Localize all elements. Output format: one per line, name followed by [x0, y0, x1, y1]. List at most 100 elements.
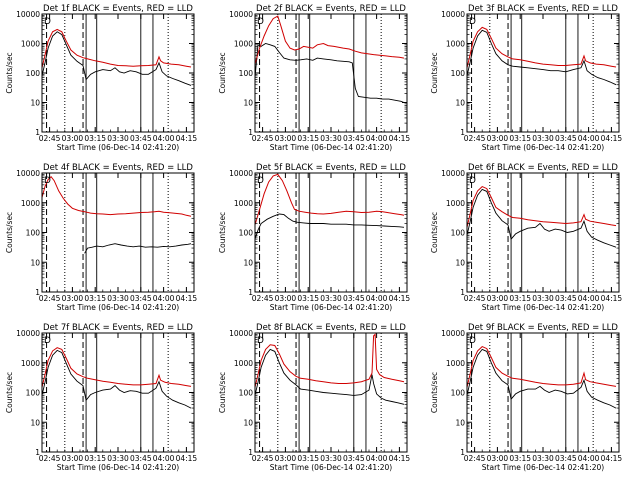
panel-4-x-axis-label: Start Time (06-Dec-14 02:41:20): [57, 303, 179, 312]
panel-6-lld-line: [467, 186, 617, 228]
panel-4-ytick-label: 10000: [16, 169, 40, 178]
panel-1-x-axis-label: Start Time (06-Dec-14 02:41:20): [57, 143, 179, 152]
panel-5-events-line: [255, 213, 405, 240]
panel-7-xtick-label: 03:00: [62, 454, 84, 463]
panel-6-events-line: [467, 188, 617, 248]
panel-2-xtick-label: 03:45: [343, 134, 365, 143]
panel-7-lld-line: [42, 347, 192, 388]
panel-5: Det 5f BLACK = Events, RED = LLDD1101001…: [218, 163, 410, 312]
panel-1-ytick-label: 1: [35, 128, 40, 137]
panel-5-xtick-label: 04:15: [389, 294, 411, 303]
panel-5-xtick-label: 03:45: [343, 294, 365, 303]
panel-9-ytick-label: 100: [451, 389, 466, 398]
panel-4-xtick-label: 03:30: [107, 294, 129, 303]
panel-8-ytick-label: 10: [243, 418, 253, 427]
panel-3-ytick-label: 10000: [441, 10, 465, 19]
panel-8: Det 8f BLACK = Events, RED = LLD D 1 10 100 1…: [218, 323, 410, 472]
panel-6-ytick-label: 10000: [441, 169, 465, 178]
panel-9-y-axis-label: Counts/sec: [430, 372, 439, 413]
panel-2-ytick-label: 100: [239, 69, 254, 78]
panel-3-x-axis: 02:45 03:00 03:15 03:30 03:45 04:00 04:15: [464, 14, 623, 143]
panel-8-ytick-label: 1: [248, 448, 253, 457]
panel-1-xtick-label: 03:45: [130, 134, 152, 143]
panel-9-axes-frame: [466, 332, 620, 453]
panel-5-xtick-label: 04:00: [366, 294, 388, 303]
panel-7-xtick-label: 02:45: [39, 454, 61, 463]
panel-6-y-axis: 1 10 100 1000 10000: [441, 169, 619, 297]
panel-9-xtick-label: 04:15: [601, 454, 623, 463]
panel-1-axes-frame: [41, 13, 195, 133]
panel-8-xtick-label: 03:00: [275, 454, 297, 463]
panel-8-x-axis: 02:45 03:00 03:15 03:30 03:45 04:00 04:15: [252, 333, 410, 463]
panel-1-y-axis-label: Counts/sec: [5, 52, 14, 93]
panel-5-markers: [259, 173, 382, 292]
panel-1-ytick-label: 100: [26, 69, 41, 78]
panel-3-xtick-label: 03:15: [509, 134, 531, 143]
panel-8-title: Det 8f BLACK = Events, RED = LLD: [256, 323, 406, 333]
panel-8-ytick-label: 100: [239, 389, 254, 398]
panel-3-y-axis: 1 10 100 1000 10000: [441, 10, 619, 137]
panel-7-axes-frame: [41, 332, 195, 453]
panel-8-ytick-label: 10000: [229, 329, 253, 338]
panel-9-title: Det 9f BLACK = Events, RED = LLD: [468, 323, 618, 333]
panel-5-xtick-label: 03:15: [297, 294, 319, 303]
panel-4-xtick-label: 03:45: [130, 294, 152, 303]
panel-6-markers: [471, 173, 594, 292]
panel-2-ytick-label: 10000: [229, 10, 253, 19]
panel-3-xtick-label: 04:15: [601, 134, 623, 143]
panel-6-xtick-label: 03:00: [487, 294, 509, 303]
panel-3-x-axis-label: Start Time (06-Dec-14 02:41:20): [482, 143, 604, 152]
panel-3-xtick-label: 04:00: [578, 134, 600, 143]
panel-5-ytick-label: 1000: [234, 199, 253, 208]
panel-9-events-line: [467, 348, 617, 409]
panel-9-markers: [471, 333, 594, 452]
panel-5-x-axis: 02:45 03:00 03:15 03:30 03:45 04:00 04:15: [252, 173, 411, 303]
panel-5-lld-line: [255, 173, 405, 226]
panel-6-xtick-label: 03:30: [532, 294, 554, 303]
panel-9-xtick-label: 03:00: [487, 454, 509, 463]
panel-4-ytick-label: 1000: [21, 199, 40, 208]
panel-2-y-axis: 1 10 100 1000 10000: [229, 10, 407, 137]
panel-3-xtick-label: 03:45: [555, 134, 577, 143]
panel-8-xtick-label: 03:45: [343, 454, 365, 463]
panel-6-corner-label: D: [469, 176, 476, 186]
panel-3-series: [467, 26, 617, 86]
panel-4-xtick-label: 04:00: [153, 294, 175, 303]
panel-3-ytick-label: 100: [451, 69, 466, 78]
panel-1-y-axis: 1 10 100 1000 10000: [16, 10, 194, 137]
panel-7-series: [42, 347, 192, 409]
panel-1-ytick-label: 1000: [21, 40, 40, 49]
panel-1-lld-line: [42, 28, 192, 68]
panel-6-xtick-label: 04:00: [578, 294, 600, 303]
panel-3: Det 3f BLACK = Events, RED = LLDD1101001…: [430, 4, 622, 152]
panel-5-ytick-label: 1: [248, 288, 253, 297]
panel-1-ytick-label: 10: [30, 99, 40, 108]
panel-2-events-line: [255, 43, 405, 103]
panel-5-ytick-label: 10000: [229, 169, 253, 178]
panel-3-xtick-label: 03:00: [487, 134, 509, 143]
panel-4: Det 4f BLACK = Events, RED = LLDD1101001…: [5, 163, 197, 312]
panel-6-title: Det 6f BLACK = Events, RED = LLD: [468, 163, 618, 173]
panel-7-ytick-label: 10: [30, 418, 40, 427]
panel-5-ytick-label: 100: [239, 229, 254, 238]
panel-2-ytick-label: 10: [243, 99, 253, 108]
panel-3-title: Det 3f BLACK = Events, RED = LLD: [468, 4, 618, 14]
panel-1-events-line: [42, 31, 192, 86]
panel-7-xtick-label: 04:15: [176, 454, 198, 463]
panel-2-lld-line: [255, 15, 405, 65]
panel-1-corner-label: D: [44, 17, 51, 27]
panel-9-xtick-label: 02:45: [464, 454, 486, 463]
panel-3-xtick-label: 03:30: [532, 134, 554, 143]
panel-9-ytick-label: 1000: [446, 359, 465, 368]
panel-9-xtick-label: 03:15: [509, 454, 531, 463]
panel-1: Det 1f BLACK = Events, RED = LLDD1101001…: [5, 4, 197, 152]
panel-4-ytick-label: 10: [30, 258, 40, 267]
panel-3-axes-frame: [466, 13, 620, 133]
panel-6-ytick-label: 1000: [446, 199, 465, 208]
panel-9-ytick-label: 10000: [441, 329, 465, 338]
panel-7-xtick-label: 04:00: [153, 454, 175, 463]
panel-9-xtick-label: 03:45: [555, 454, 577, 463]
panel-8-corner-label: D: [257, 336, 264, 346]
panel-1-ytick-label: 10000: [16, 10, 40, 19]
panel-4-events-line: [84, 243, 192, 254]
